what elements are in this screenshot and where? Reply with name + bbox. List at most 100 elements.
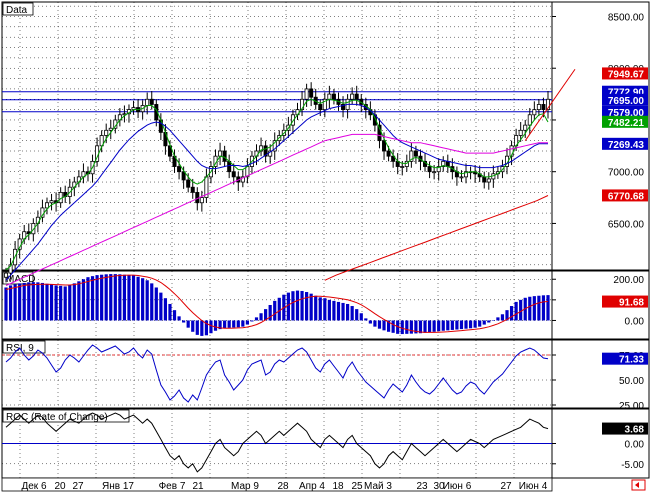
macd-bar <box>323 298 327 321</box>
candle-body <box>486 178 491 183</box>
macd-bar <box>109 274 113 321</box>
candle-body <box>222 150 227 162</box>
macd-bar <box>478 320 482 327</box>
value-tag-label: 7949.67 <box>608 69 645 80</box>
y-tick-label: 25.00 <box>619 401 644 412</box>
macd-bar <box>500 314 505 321</box>
value-tag-label: 7482.21 <box>608 118 645 129</box>
macd-bar <box>537 295 541 321</box>
macd-bar <box>223 320 227 329</box>
macd-bar <box>31 282 35 321</box>
macd-bar <box>18 283 22 321</box>
macd-bar <box>295 290 300 321</box>
candle-body <box>199 197 204 204</box>
macd-bar <box>209 320 213 334</box>
macd-bar <box>36 282 40 321</box>
candle-body <box>218 150 223 157</box>
x-tick-label: Май 3 <box>364 481 392 492</box>
x-tick-label: Дек 6 <box>21 481 46 492</box>
y-tick-label: 8500.00 <box>608 12 645 23</box>
macd-bar <box>487 320 491 323</box>
macd-bar <box>236 320 240 328</box>
macd-bar <box>250 320 254 322</box>
macd-bar <box>122 274 127 321</box>
macd-bar <box>72 283 76 321</box>
macd-bar <box>509 306 514 321</box>
macd-bar <box>505 310 509 321</box>
candle-body <box>44 202 49 209</box>
macd-bar <box>145 280 149 321</box>
macd-bar <box>314 295 318 321</box>
macd-bar <box>318 297 322 321</box>
macd-bar <box>432 320 436 332</box>
y-tick-label: 6500.00 <box>608 219 645 230</box>
macd-bar <box>305 292 309 321</box>
macd-bar <box>350 306 354 321</box>
candle-body <box>8 264 13 274</box>
macd-bar <box>491 320 495 321</box>
macd-bar <box>227 320 231 328</box>
macd-bar <box>200 320 204 336</box>
candle-body <box>427 166 432 173</box>
value-tag-label: 7269.43 <box>608 140 645 151</box>
rsi-line <box>5 344 549 403</box>
candle-body <box>177 166 182 173</box>
macd-bar <box>309 293 313 321</box>
macd-bar <box>27 282 31 321</box>
axis-roc-frame <box>551 408 650 479</box>
macd-bar <box>418 320 423 334</box>
macd-bar <box>49 284 54 321</box>
macd-bar <box>4 287 8 321</box>
panel-rsi-frame <box>1 339 553 409</box>
macd-bar <box>473 320 477 328</box>
macd-bar <box>368 320 372 324</box>
macd-bar <box>59 285 63 321</box>
macd-bar <box>150 283 154 321</box>
value-tag <box>602 105 648 118</box>
macd-bar <box>154 287 158 321</box>
macd-bar <box>127 275 131 321</box>
candle-body <box>259 145 264 152</box>
macd-bar <box>336 301 341 321</box>
candle-body <box>31 223 36 235</box>
macd-bar <box>496 317 500 321</box>
macd-bar <box>241 320 245 327</box>
x-tick-label: Июн 6 <box>443 481 472 492</box>
macd-bar <box>364 318 368 321</box>
value-tag <box>602 115 648 128</box>
x-tick-label: 27 <box>500 481 512 492</box>
x-tick-label: Апр 4 <box>299 481 325 492</box>
macd-bar <box>86 277 90 321</box>
y-tick-label: 0.00 <box>625 316 645 327</box>
candle-body <box>318 104 323 111</box>
candle-body <box>536 104 541 111</box>
macd-bar <box>40 282 45 321</box>
candle-body <box>231 171 236 178</box>
candle-body <box>382 140 387 152</box>
macd-bar <box>259 313 263 321</box>
macd-bar <box>191 320 195 332</box>
macd-bar <box>409 320 413 334</box>
macd-bar <box>482 320 486 325</box>
candle-body <box>482 176 487 183</box>
value-tag-label: 71.33 <box>619 355 644 366</box>
candle-body <box>413 150 418 157</box>
value-tag-label: 7772.90 <box>608 88 645 99</box>
x-tick-label: 28 <box>277 481 289 492</box>
macd-bar <box>291 291 295 321</box>
macd-bar <box>532 296 536 321</box>
candle-body <box>400 166 405 168</box>
macd-bar <box>177 316 181 321</box>
value-tag <box>602 352 648 365</box>
macd-bar <box>405 320 409 334</box>
trend-line <box>524 68 576 141</box>
macd-bar <box>441 320 445 331</box>
value-tag-label: 6770.68 <box>608 191 645 202</box>
candle-body <box>527 114 532 126</box>
candle-body <box>272 140 277 152</box>
macd-bar <box>355 309 359 321</box>
candle-body <box>523 124 528 131</box>
y-tick-label: -5.00 <box>621 460 644 471</box>
macd-bar <box>22 282 26 321</box>
